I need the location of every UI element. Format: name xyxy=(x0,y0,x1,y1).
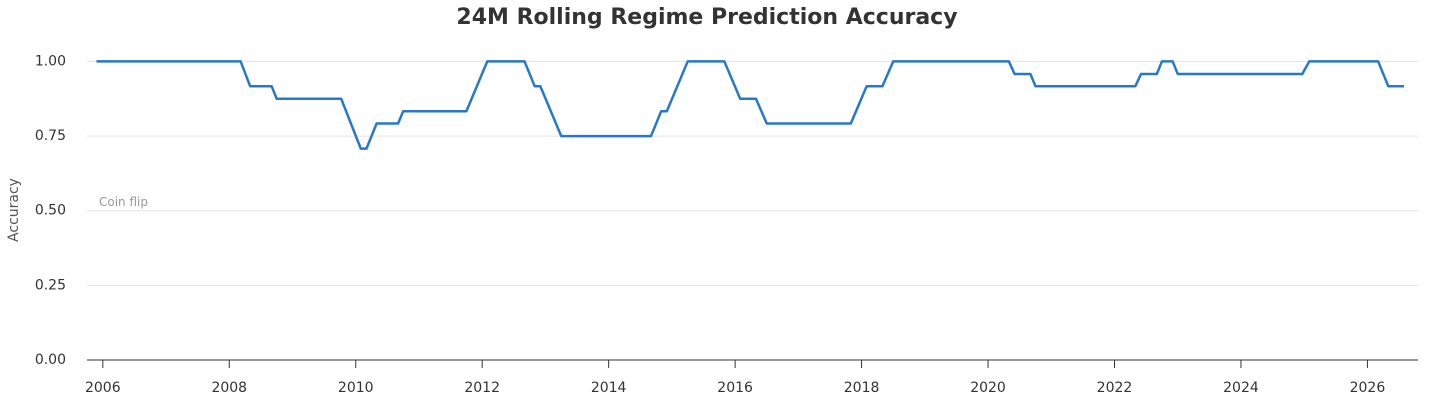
y-tick-label: 0.00 xyxy=(35,352,66,368)
x-tick-label: 2010 xyxy=(338,380,374,396)
x-tick-label: 2012 xyxy=(464,380,500,396)
x-tick-label: 2006 xyxy=(85,380,121,396)
chart-title: 24M Rolling Regime Prediction Accuracy xyxy=(456,5,957,30)
x-tick-label: 2014 xyxy=(591,380,627,396)
y-tick-label: 0.50 xyxy=(35,203,66,219)
y-tick-label: 0.75 xyxy=(35,128,66,144)
x-tick-label: 2018 xyxy=(844,380,880,396)
y-axis-label: Accuracy xyxy=(6,178,22,242)
x-tick-label: 2008 xyxy=(211,380,247,396)
x-tick-label: 2016 xyxy=(717,380,753,396)
x-tick-label: 2022 xyxy=(1097,380,1133,396)
line-series xyxy=(96,60,1405,150)
y-tick-label: 1.00 xyxy=(35,53,66,69)
annotation: Coin flip xyxy=(99,195,148,209)
x-tick-label: 2020 xyxy=(970,380,1006,396)
x-tick-label: 2026 xyxy=(1350,380,1386,396)
y-tick-label: 0.25 xyxy=(35,277,66,293)
x-tick-label: 2024 xyxy=(1223,380,1259,396)
